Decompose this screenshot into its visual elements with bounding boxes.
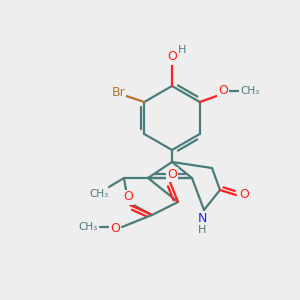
Text: CH₃: CH₃ — [240, 86, 259, 96]
Text: CH₃: CH₃ — [78, 222, 98, 232]
Text: O: O — [167, 50, 177, 64]
Text: Br: Br — [111, 85, 125, 98]
Text: N: N — [197, 212, 207, 224]
Text: O: O — [110, 223, 120, 236]
Text: O: O — [123, 190, 133, 203]
Text: O: O — [239, 188, 249, 202]
Text: CH₃: CH₃ — [89, 189, 109, 199]
Text: O: O — [167, 167, 177, 181]
Text: H: H — [178, 45, 186, 55]
Text: O: O — [218, 85, 228, 98]
Text: H: H — [198, 225, 206, 235]
